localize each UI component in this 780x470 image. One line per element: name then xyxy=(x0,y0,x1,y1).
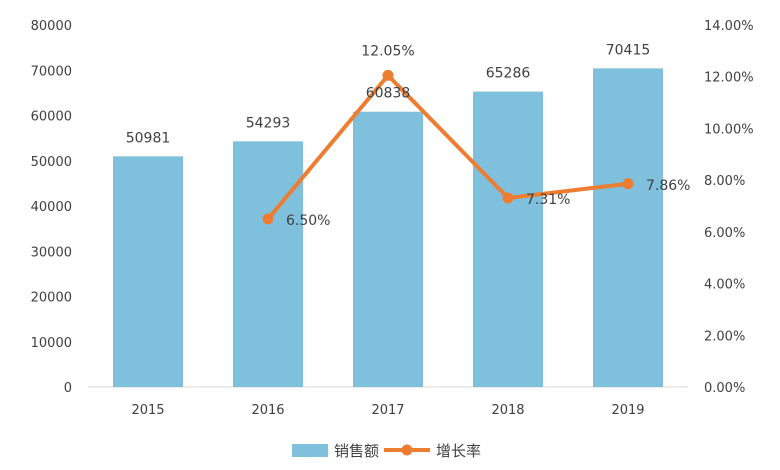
left-axis-tick-label: 40000 xyxy=(31,200,72,215)
right-axis-tick-label: 10.00% xyxy=(704,122,754,137)
bar-data-label: 54293 xyxy=(246,115,291,131)
line-point xyxy=(262,213,274,225)
bar-data-labels: 50981 54293 60838 65286 70415 xyxy=(126,42,651,146)
line-point xyxy=(502,192,514,204)
right-axis-tick-label: 4.00% xyxy=(704,278,745,293)
line-data-labels: 6.50% 12.05% 7.31% 7.86% xyxy=(286,43,690,229)
line-point xyxy=(622,178,634,190)
x-axis-tick-label: 2019 xyxy=(611,403,644,418)
bar-data-label: 70415 xyxy=(606,42,651,58)
legend-label-line: 增长率 xyxy=(436,442,481,460)
bar xyxy=(353,111,423,387)
bar-data-label: 60838 xyxy=(366,86,411,102)
line-data-label: 7.86% xyxy=(646,178,690,194)
right-axis-tick-label: 2.00% xyxy=(704,329,745,344)
left-axis-tick-label: 80000 xyxy=(31,19,72,34)
line-point xyxy=(382,69,394,81)
left-axis-tick-label: 70000 xyxy=(31,64,72,79)
left-axis-tick-label: 60000 xyxy=(31,110,72,125)
bar xyxy=(113,156,183,387)
line-series xyxy=(262,69,634,225)
x-axis-tick-label: 2017 xyxy=(371,403,404,418)
bar xyxy=(233,141,303,387)
bar xyxy=(473,91,543,388)
right-axis-ticks: 0.00% 2.00% 4.00% 6.00% 8.00% 10.00% 12.00% 14.… xyxy=(704,19,754,396)
right-axis-tick-label: 6.00% xyxy=(704,226,745,241)
legend-swatch-bar xyxy=(292,444,328,457)
x-axis-ticks: 2015 2016 2017 2018 2019 xyxy=(131,403,644,418)
line-data-label: 6.50% xyxy=(286,213,330,229)
x-axis-tick-label: 2016 xyxy=(251,403,284,418)
left-axis-tick-label: 20000 xyxy=(31,291,72,306)
x-axis-tick-label: 2015 xyxy=(131,403,164,418)
legend-swatch-line-marker xyxy=(401,444,413,456)
bar-series xyxy=(113,68,663,388)
left-axis-tick-label: 30000 xyxy=(31,245,72,260)
right-axis-tick-label: 12.00% xyxy=(704,71,754,86)
left-axis-ticks: 0 10000 20000 30000 40000 50000 60000 70000 8000… xyxy=(31,19,72,396)
x-axis-tick-label: 2018 xyxy=(491,403,524,418)
growth-line xyxy=(266,73,629,221)
bar-data-label: 50981 xyxy=(126,130,171,146)
right-axis-tick-label: 14.00% xyxy=(704,19,754,34)
line-data-label: 12.05% xyxy=(361,43,414,59)
right-axis-tick-label: 8.00% xyxy=(704,174,745,189)
bar-data-label: 65286 xyxy=(486,66,531,82)
line-data-label: 7.31% xyxy=(526,192,570,208)
legend: 销售额 增长率 xyxy=(292,442,481,460)
bar xyxy=(593,68,663,387)
legend-label-bar: 销售额 xyxy=(334,442,379,460)
left-axis-tick-label: 10000 xyxy=(31,336,72,351)
right-axis-tick-label: 0.00% xyxy=(704,381,745,396)
left-axis-tick-label: 50000 xyxy=(31,155,72,170)
left-axis-tick-label: 0 xyxy=(64,381,72,396)
